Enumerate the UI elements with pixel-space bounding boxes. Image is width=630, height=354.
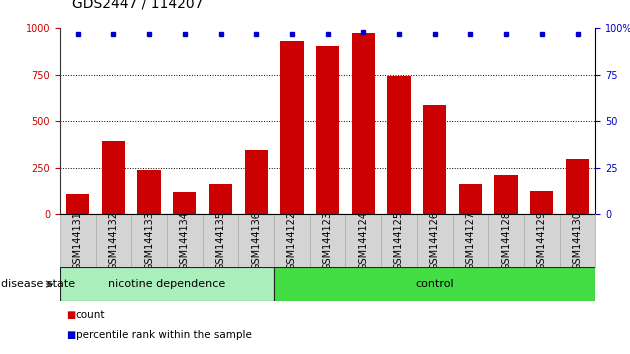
Bar [96, 214, 131, 267]
Bar [274, 267, 595, 301]
Text: GSM144124: GSM144124 [358, 211, 369, 270]
Text: ■: ■ [66, 310, 76, 320]
Text: ■: ■ [66, 330, 76, 341]
Bar [274, 214, 310, 267]
Bar [530, 191, 553, 214]
Bar [244, 150, 268, 214]
Bar [137, 170, 161, 214]
Bar [310, 214, 345, 267]
Text: GSM144133: GSM144133 [144, 211, 154, 270]
Bar [524, 214, 559, 267]
Bar [131, 214, 167, 267]
Text: GSM144134: GSM144134 [180, 211, 190, 270]
Bar [167, 214, 203, 267]
Text: GSM144127: GSM144127 [466, 211, 476, 270]
Text: GSM144125: GSM144125 [394, 211, 404, 270]
Bar [280, 41, 304, 214]
Text: GSM144136: GSM144136 [251, 211, 261, 270]
Text: disease state: disease state [1, 279, 75, 289]
Text: GSM144126: GSM144126 [430, 211, 440, 270]
Bar [209, 183, 232, 214]
Text: GSM144122: GSM144122 [287, 211, 297, 270]
Bar [566, 159, 589, 214]
Bar [387, 76, 411, 214]
Bar [488, 214, 524, 267]
Bar [238, 214, 274, 267]
Bar [559, 214, 595, 267]
Text: nicotine dependence: nicotine dependence [108, 279, 226, 289]
Text: control: control [415, 279, 454, 289]
Text: GSM144128: GSM144128 [501, 211, 511, 270]
Text: percentile rank within the sample: percentile rank within the sample [76, 330, 251, 341]
Text: count: count [76, 310, 105, 320]
Text: GSM144130: GSM144130 [573, 211, 583, 270]
Bar [173, 192, 197, 214]
Bar [60, 267, 274, 301]
Bar [352, 33, 375, 214]
Bar [60, 214, 96, 267]
Text: GSM144123: GSM144123 [323, 211, 333, 270]
Bar [345, 214, 381, 267]
Bar [423, 104, 446, 214]
Bar [459, 184, 482, 214]
Text: GSM144131: GSM144131 [72, 211, 83, 270]
Bar [452, 214, 488, 267]
Bar [417, 214, 452, 267]
Bar [66, 194, 89, 214]
Bar [102, 141, 125, 214]
Text: GDS2447 / 114207: GDS2447 / 114207 [72, 0, 204, 11]
Bar [316, 46, 339, 214]
Bar [203, 214, 238, 267]
Text: GSM144129: GSM144129 [537, 211, 547, 270]
Bar [495, 175, 518, 214]
Text: GSM144135: GSM144135 [215, 211, 226, 270]
Bar [381, 214, 417, 267]
Text: GSM144132: GSM144132 [108, 211, 118, 270]
